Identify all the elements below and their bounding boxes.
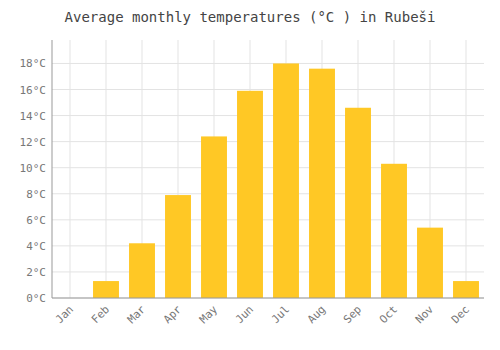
y-axis-line [52,40,53,298]
x-tick-label: Oct [377,303,400,326]
y-tick-label: 2°C [26,266,46,279]
bar [345,108,371,298]
bar [129,243,155,298]
bar [417,228,443,298]
y-tick-label: 6°C [26,214,46,227]
grid-line [52,193,484,194]
grid-line [106,40,107,298]
grid-line [52,89,484,90]
y-tick-label: 0°C [26,292,46,305]
x-tick-label: Jan [53,303,76,326]
y-tick-label: 4°C [26,240,46,253]
grid-line [52,167,484,168]
x-tick-label: Dec [449,303,472,326]
x-tick-label: Mar [125,303,149,327]
title: Average monthly temperatures (°C ) in Ru… [65,9,436,25]
x-tick-label: Nov [413,303,437,327]
x-tick-label: Aug [305,303,328,326]
grid-line [52,219,484,220]
y-tick-label: 16°C [20,84,47,97]
bars [93,63,479,298]
x-axis-line [52,298,484,299]
y-tick-label: 14°C [20,110,47,123]
x-tick-label: Apr [161,303,185,327]
x-tick-label: Sep [341,303,364,326]
grid-line [52,141,484,142]
y-tick-label: 10°C [20,162,47,175]
grid-line [466,40,467,298]
chart: Average monthly temperatures (°C ) in Ru… [0,0,500,350]
grid-line [52,115,484,116]
axes: 0°C 2°C 4°C 6°C 8°C 10°C 12°C 14°C 16°C 18°C Jan Fe… [20,40,485,326]
bar [165,195,191,298]
grid-line [52,63,484,64]
y-tick-label: 8°C [26,188,46,201]
bar [453,281,479,298]
y-tick-label: 18°C [20,57,47,70]
bar [309,69,335,298]
bar [201,136,227,298]
bar [381,164,407,298]
grid-line [52,298,484,299]
x-tick-label: May [197,303,221,327]
x-tick-label: Jun [233,303,256,326]
bar [237,91,263,298]
bar [273,63,299,298]
y-tick-label: 12°C [20,136,47,149]
grid-line [70,40,71,298]
x-tick-label: Jul [269,303,292,326]
bar [93,281,119,298]
x-tick-label: Feb [89,303,112,326]
